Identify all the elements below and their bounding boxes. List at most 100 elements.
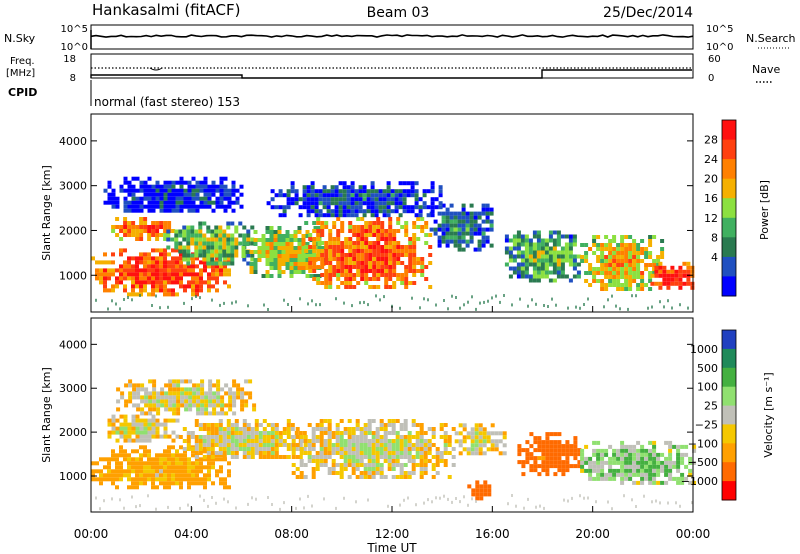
power-panel-cell-6 [560, 250, 565, 255]
power-panel-cell-7 [592, 267, 597, 271]
velocity-panel-cell-0 [191, 477, 195, 482]
power-panel-cell-0 [131, 292, 135, 297]
power-panel-cell-9 [235, 188, 240, 193]
power-panel-cell-3 [301, 238, 306, 242]
velocity-panel-ground-scatter [631, 498, 633, 502]
power-panel-cell-3 [265, 258, 270, 262]
power-panel-cell-10 [274, 193, 279, 198]
velocity-panel-cell-3 [315, 435, 320, 439]
power-panel-cell-0 [131, 288, 135, 293]
velocity-panel-cell-7 [188, 407, 193, 412]
power-panel-cell-2 [174, 229, 179, 234]
power-panel-cell-10 [410, 185, 415, 190]
power-panel-ground-scatter [471, 295, 473, 299]
power-panel-cell-6 [516, 230, 521, 235]
power-panel-cell-4 [356, 265, 361, 269]
velocity-panel-cell-3 [403, 451, 408, 455]
power-panel-cell-9 [203, 176, 208, 181]
velocity-panel-cell-6 [676, 456, 681, 461]
power-panel-cell-10 [422, 201, 427, 206]
velocity-panel-cell-6 [608, 476, 613, 481]
power-panel-colorbar-tick: 24 [704, 153, 718, 166]
power-panel-cell-7 [616, 247, 621, 251]
velocity-panel-cell-0 [163, 449, 167, 454]
velocity-panel-cell-7 [136, 387, 141, 392]
velocity-panel-cell-7 [212, 411, 217, 416]
power-panel-cell-0 [183, 272, 187, 277]
velocity-panel-cell-1 [131, 418, 136, 423]
power-panel-cell-5 [481, 203, 486, 208]
velocity-panel-cell-0 [95, 477, 99, 482]
power-panel-cell-2 [226, 249, 231, 254]
power-panel-cell-7 [628, 243, 633, 247]
power-panel-cell-7 [600, 259, 605, 263]
velocity-panel-cell-0 [135, 481, 139, 486]
power-panel-cell-4 [324, 281, 329, 285]
velocity-panel-ground-scatter [515, 504, 517, 508]
nsky-tick-bottom: 10^0 [61, 42, 88, 53]
velocity-panel-cell-4 [466, 431, 471, 436]
velocity-panel-cell-3 [339, 463, 344, 467]
power-panel-cell-10 [378, 193, 383, 198]
velocity-panel-cell-7 [176, 387, 181, 392]
power-panel-cell-2 [222, 241, 227, 246]
power-panel-cell-7 [596, 255, 601, 259]
velocity-panel-cell-3 [391, 463, 396, 467]
power-panel-cell-10 [346, 189, 351, 194]
velocity-panel-cell-2 [218, 431, 223, 435]
velocity-panel-cell-0 [143, 465, 147, 470]
power-panel-cell-4 [408, 257, 413, 261]
velocity-panel-cell-3 [371, 471, 376, 475]
power-panel-cell-10 [366, 205, 371, 210]
velocity-panel-cell-3 [375, 435, 380, 439]
power-panel-cell-10 [362, 185, 367, 190]
velocity-panel-cell-6 [600, 464, 605, 469]
velocity-panel-cell-6 [628, 452, 633, 457]
velocity-panel-ground-scatter [667, 501, 669, 505]
velocity-panel-cell-0 [119, 473, 123, 478]
velocity-panel-cell-3 [419, 475, 424, 479]
power-panel-cell-7 [596, 247, 601, 251]
power-panel-cell-4 [416, 225, 421, 229]
velocity-panel-cell-0 [163, 485, 167, 490]
power-panel-cell-9 [139, 188, 144, 193]
power-panel-cell-4 [412, 221, 417, 225]
power-panel-cell-4 [392, 245, 397, 249]
power-panel-cell-3 [301, 242, 306, 246]
power-panel-cell-10 [278, 205, 283, 210]
velocity-panel-cell-6 [652, 468, 657, 473]
power-panel-cell-7 [648, 279, 653, 283]
velocity-panel-cell-0 [195, 477, 199, 482]
power-panel-cell-6 [536, 278, 541, 283]
power-panel-cell-7 [588, 271, 593, 275]
velocity-panel-cell-5 [549, 440, 554, 445]
velocity-panel-cell-7 [220, 395, 225, 400]
power-panel-cell-10 [430, 201, 435, 206]
power-panel-cell-9 [147, 196, 152, 201]
power-panel-cell-4 [352, 261, 357, 265]
velocity-panel-cell-6 [632, 480, 637, 485]
power-panel-cell-0 [183, 284, 187, 289]
velocity-panel-cell-1 [111, 422, 116, 427]
velocity-panel-cell-0 [187, 477, 191, 482]
power-panel-cell-7 [600, 251, 605, 255]
power-panel-cell-6 [548, 278, 553, 283]
velocity-panel-cell-0 [143, 477, 147, 482]
velocity-panel-cell-4 [502, 435, 507, 440]
power-panel-cell-4 [316, 265, 321, 269]
velocity-panel-cell-3 [371, 451, 376, 455]
power-panel-cell-9 [223, 184, 228, 189]
velocity-panel-cell-7 [132, 395, 137, 400]
velocity-panel-cell-0 [179, 481, 183, 486]
power-panel-cell-7 [652, 267, 657, 271]
power-panel-cell-6 [572, 258, 577, 263]
power-panel-cell-9 [159, 188, 164, 193]
power-panel-cell-5 [469, 203, 474, 208]
velocity-panel-cell-3 [375, 439, 380, 443]
power-panel-cell-6 [544, 242, 549, 247]
velocity-panel-cell-0 [167, 477, 171, 482]
velocity-panel-cell-6 [680, 452, 685, 457]
power-panel-cell-10 [382, 213, 387, 218]
velocity-panel-cell-6 [684, 452, 689, 457]
power-panel-cell-4 [308, 269, 313, 273]
